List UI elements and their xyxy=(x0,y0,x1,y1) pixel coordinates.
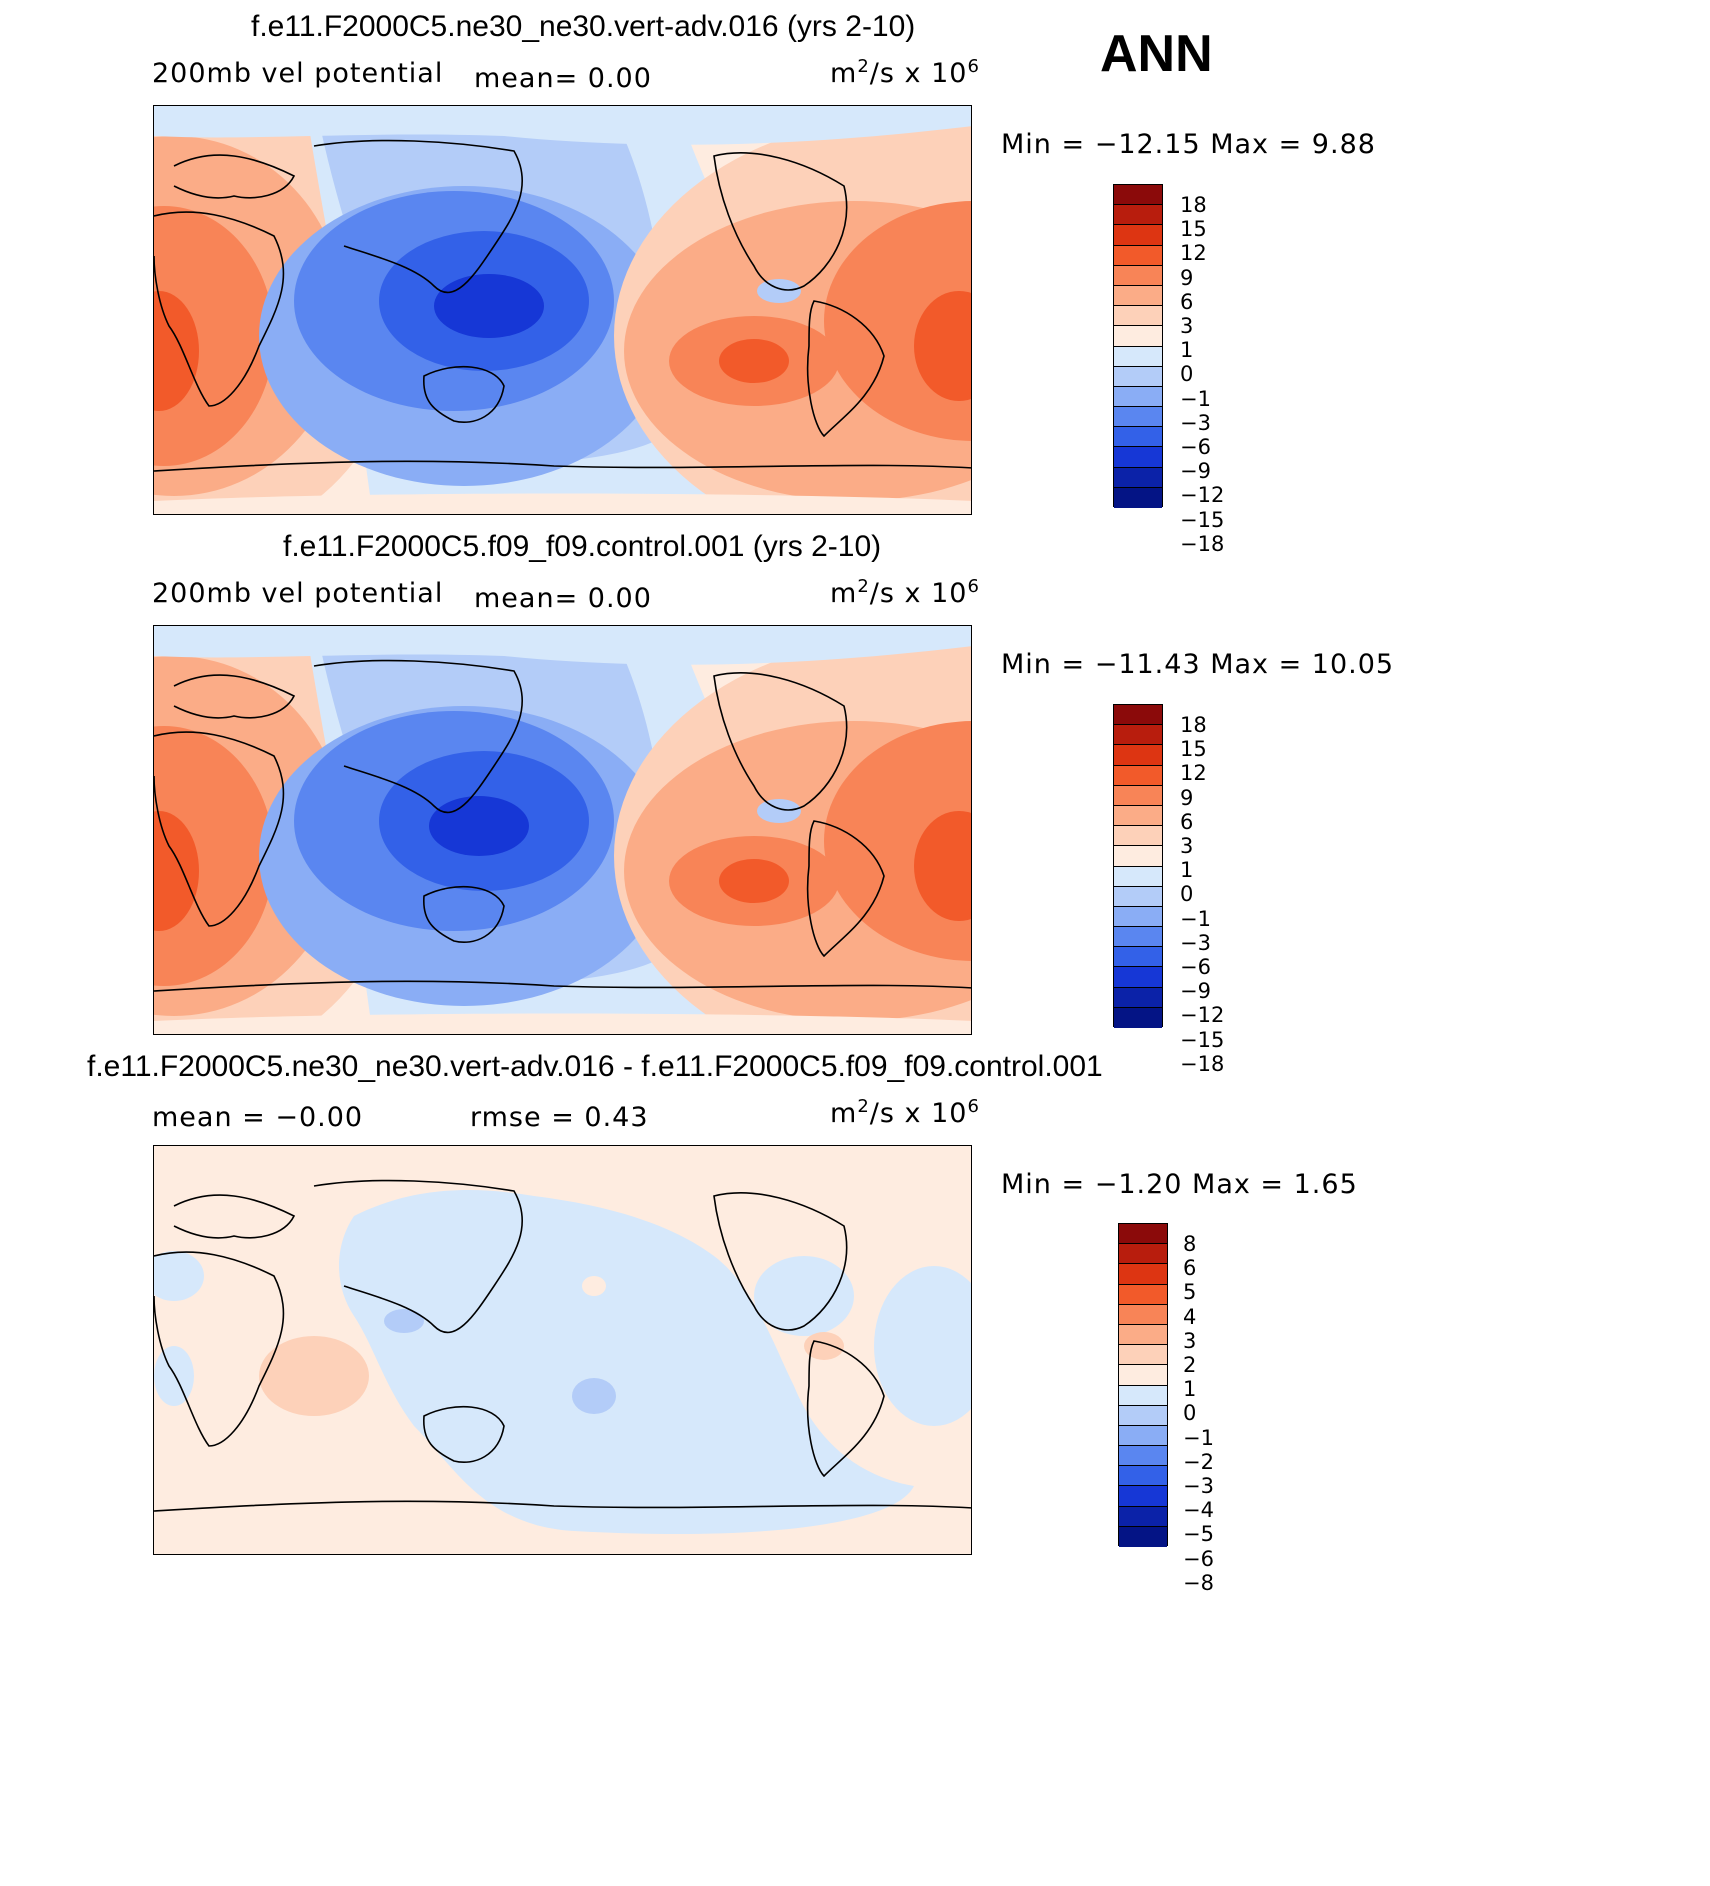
panel1-level: 9 xyxy=(1180,265,1194,290)
panel3-level: −3 xyxy=(1183,1474,1214,1499)
panel3-level: −6 xyxy=(1183,1546,1214,1571)
panel3-mean: mean = −0.00 xyxy=(152,1102,364,1133)
panel2-level: 6 xyxy=(1180,809,1194,834)
panel2-left-label: 200mb vel potential xyxy=(152,578,444,609)
panel2-level: 12 xyxy=(1180,761,1207,786)
panel1-level: 15 xyxy=(1180,217,1207,242)
panel2-level: 3 xyxy=(1180,834,1194,859)
panel1-minmax: Min = −12.15 Max = 9.88 xyxy=(1001,129,1376,160)
panel1-level: 18 xyxy=(1180,193,1207,217)
panel1-units: m2/s x 106 xyxy=(830,56,980,89)
panel2-level: 1 xyxy=(1180,858,1194,883)
panel3-level: 8 xyxy=(1183,1232,1197,1256)
panel3-title: f.e11.F2000C5.ne30_ne30.vert-adv.016 - f… xyxy=(87,1050,1103,1083)
panel1-colorbar-labels: 18 15 12 9 6 3 1 0 −1 −3 −6 −9 −12 −15 −18 xyxy=(1180,193,1224,556)
panel3-colorbar xyxy=(1118,1223,1168,1547)
panel1-level: 12 xyxy=(1180,241,1207,266)
panel1-level: 6 xyxy=(1180,289,1194,314)
panel3-level: 2 xyxy=(1183,1353,1197,1378)
panel2-level: −3 xyxy=(1180,930,1211,955)
panel3-level: 1 xyxy=(1183,1377,1197,1402)
panel1-level: −6 xyxy=(1180,435,1211,460)
panel1-mean: mean= 0.00 xyxy=(474,63,652,94)
panel3-minmax: Min = −1.20 Max = 1.65 xyxy=(1001,1169,1358,1200)
panel3-map xyxy=(153,1145,972,1555)
panel1-level: 3 xyxy=(1180,314,1194,339)
panel1-level: 0 xyxy=(1180,362,1194,387)
panel1-level: 1 xyxy=(1180,338,1194,363)
panel3-level: −1 xyxy=(1183,1425,1214,1450)
panel2-colorbar-labels: 18 15 12 9 6 3 1 0 −1 −3 −6 −9 −12 −15 −18 xyxy=(1180,713,1224,1076)
panel1-level: −3 xyxy=(1180,410,1211,435)
panel3-level: −4 xyxy=(1183,1498,1214,1523)
panel3-level: 0 xyxy=(1183,1401,1197,1426)
panel2-level: −1 xyxy=(1180,906,1211,931)
panel3-level: 6 xyxy=(1183,1256,1197,1281)
panel2-level: 18 xyxy=(1180,713,1207,737)
panel2-map xyxy=(153,625,972,1035)
season-label: ANN xyxy=(1100,25,1213,83)
panel1-level: −9 xyxy=(1180,459,1211,484)
panel1-left-label: 200mb vel potential xyxy=(152,58,444,89)
panel2-level: −12 xyxy=(1180,1003,1225,1028)
panel2-title: f.e11.F2000C5.f09_f09.control.001 (yrs 2… xyxy=(283,530,882,563)
panel2-level: 9 xyxy=(1180,785,1194,810)
panel3-level: −5 xyxy=(1183,1522,1214,1547)
panel3-level: −8 xyxy=(1183,1570,1214,1595)
panel1-map xyxy=(153,105,972,515)
panel2-level: 15 xyxy=(1180,737,1207,762)
panel3-units: m2/s x 106 xyxy=(830,1096,980,1129)
panel2-units: m2/s x 106 xyxy=(830,576,980,609)
panel3-level: 3 xyxy=(1183,1328,1197,1353)
panel1-title: f.e11.F2000C5.ne30_ne30.vert-adv.016 (yr… xyxy=(251,10,916,43)
panel1-level: −18 xyxy=(1180,531,1225,556)
panel2-mean: mean= 0.00 xyxy=(474,583,652,614)
panel2-level: −6 xyxy=(1180,955,1211,980)
panel1-colorbar xyxy=(1113,184,1163,508)
panel3-level: 5 xyxy=(1183,1280,1197,1305)
panel1-level: −12 xyxy=(1180,483,1225,508)
panel2-level: 0 xyxy=(1180,882,1194,907)
panel2-level: −18 xyxy=(1180,1051,1225,1076)
panel2-minmax: Min = −11.43 Max = 10.05 xyxy=(1001,649,1395,680)
panel3-colorbar-labels: 8 6 5 4 3 2 1 0 −1 −2 −3 −4 −5 −6 −8 xyxy=(1183,1232,1214,1595)
panel3-level: 4 xyxy=(1183,1304,1197,1329)
panel2-level: −15 xyxy=(1180,1027,1225,1052)
panel3-rmse: rmse = 0.43 xyxy=(470,1102,649,1133)
panel2-colorbar xyxy=(1113,704,1163,1028)
panel1-level: −1 xyxy=(1180,386,1211,411)
panel2-level: −9 xyxy=(1180,979,1211,1004)
panel1-level: −15 xyxy=(1180,507,1225,532)
panel3-level: −2 xyxy=(1183,1449,1214,1474)
